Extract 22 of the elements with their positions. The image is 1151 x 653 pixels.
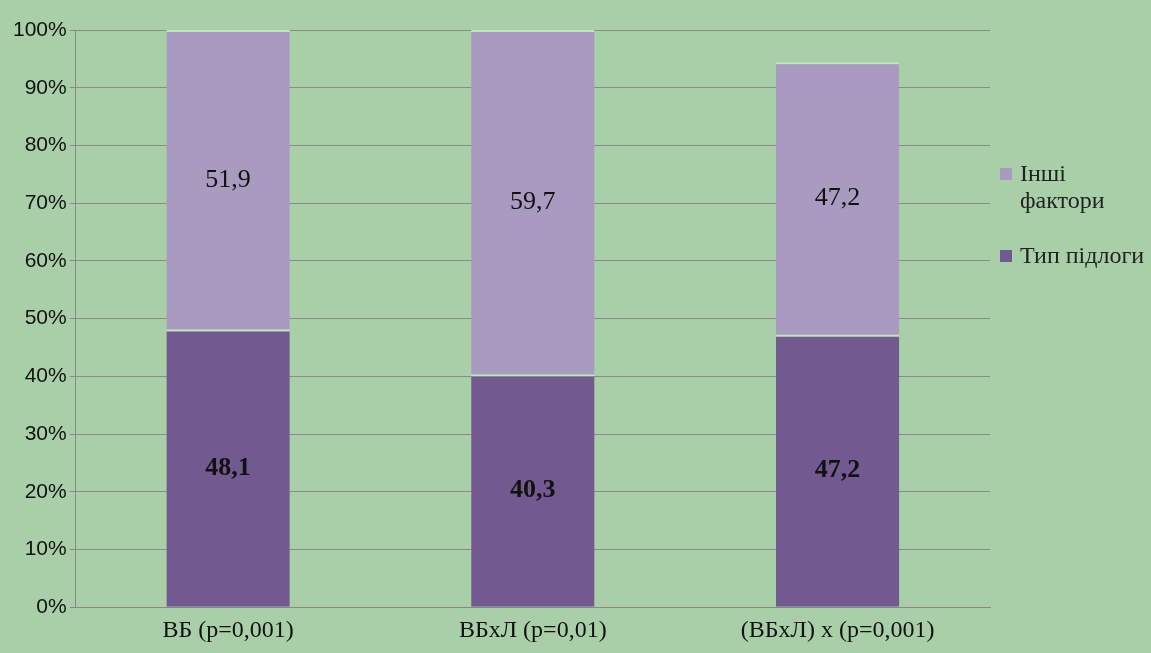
y-tick-label: 60%	[24, 247, 67, 271]
data-label: 48,1	[205, 451, 251, 481]
y-tick-label: 10%	[24, 536, 67, 560]
y-tick-label: 80%	[24, 132, 67, 156]
y-tick-label: 40%	[24, 363, 67, 387]
legend-label: Тип підлоги	[1020, 242, 1146, 269]
y-tick-label: 30%	[24, 420, 67, 444]
x-tick-label: ВБ (p=0,001)	[162, 615, 294, 642]
y-tick-label: 100%	[12, 16, 67, 40]
y-tick-label: 70%	[24, 189, 67, 213]
y-tick-label: 50%	[24, 305, 67, 329]
legend-label: Інші фактори	[1020, 160, 1106, 214]
data-label: 40,3	[510, 474, 556, 504]
data-label: 59,7	[510, 186, 556, 216]
y-tick-label: 20%	[24, 478, 67, 502]
data-label: 51,9	[205, 163, 251, 193]
y-tick-label: 0%	[36, 594, 67, 617]
data-label: 47,2	[814, 454, 861, 484]
y-tick-label: 90%	[24, 74, 67, 98]
x-tick-label: ВБхЛ (p=0,01)	[459, 615, 607, 642]
x-tick-label: (ВБхЛ) х (p=0,001)	[740, 615, 935, 642]
data-label: 47,2	[814, 182, 861, 212]
